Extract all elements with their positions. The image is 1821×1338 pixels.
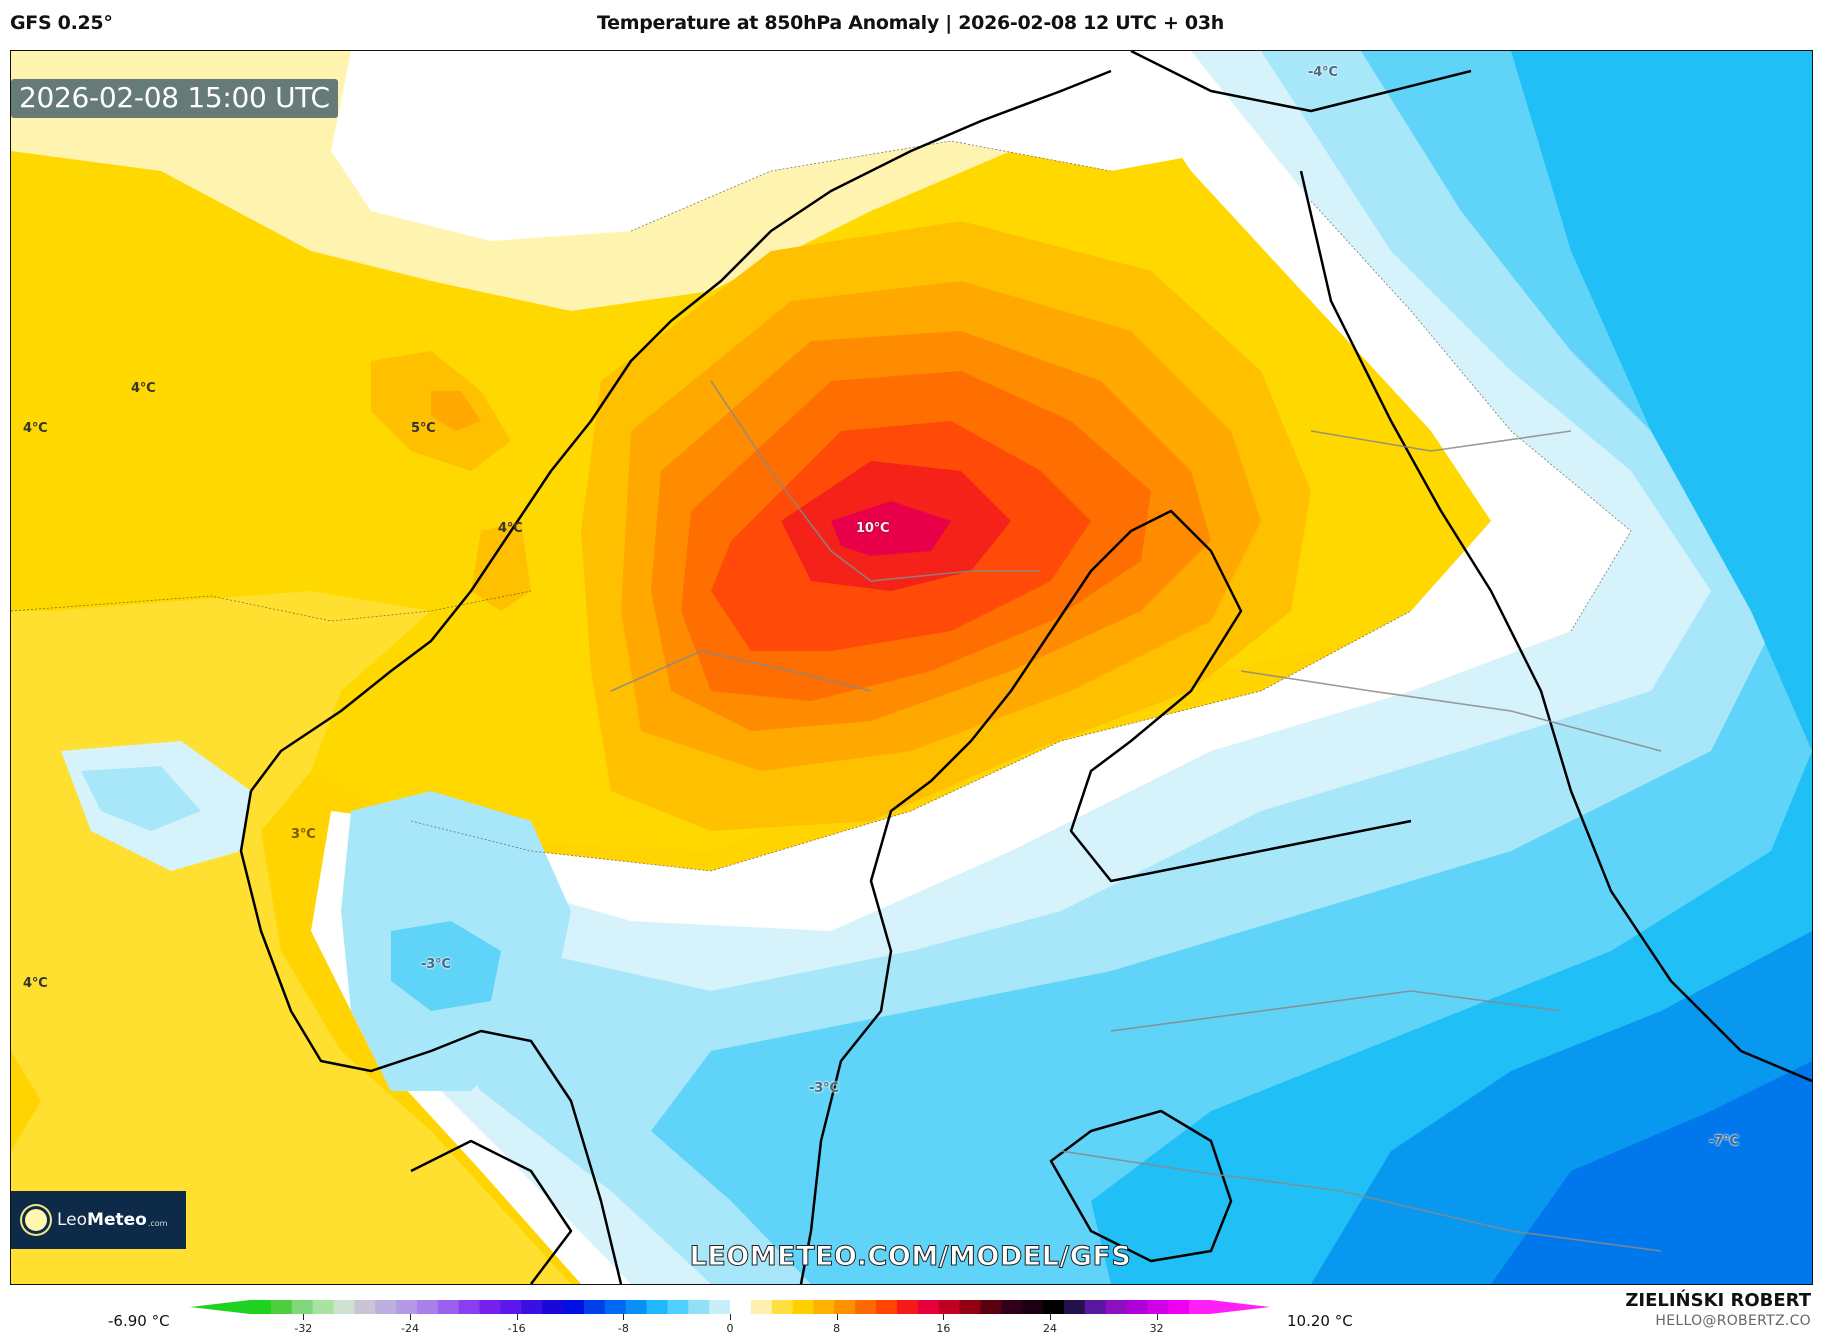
author-email: HELLO@ROBERTZ.CO [1655,1313,1811,1329]
tick-mark [836,1314,838,1320]
contour-label: 4°C [131,381,156,396]
contour-label: -7°C [1709,1134,1739,1149]
legend-max-value: 10.20 °C [1287,1312,1353,1330]
tick-label: 16 [936,1322,951,1335]
tick-label: -24 [401,1322,419,1335]
contour-label: 4°C [23,976,48,991]
tick-mark [730,1314,731,1320]
tick-label: -32 [294,1322,313,1335]
logo-text-com: .com [147,1218,168,1228]
sun-icon [25,1209,47,1231]
contour-label: 4°C [498,521,523,536]
colorbar [190,1300,1270,1314]
tick-mark [1156,1314,1158,1320]
leometeo-logo[interactable]: Leo Meteo .com [11,1191,186,1249]
tick-label: 24 [1043,1322,1057,1335]
tick-mark [623,1314,625,1320]
tick-label: 8 [833,1322,841,1335]
contour-label: -3°C [809,1081,839,1096]
tick-mark [1050,1314,1051,1320]
contour-label: 3°C [291,827,316,842]
chart-title: Temperature at 850hPa Anomaly | 2026-02-… [597,12,1224,34]
map-field [11,51,1812,1284]
colorbar-ticks: -32 -24 -16 -8 0 8 16 24 32 [190,1314,1270,1338]
tick-mark [516,1314,518,1320]
logo-text-leo: Leo [57,1210,88,1230]
contour-label: -3°C [421,957,451,972]
contour-label: 5°C [411,421,436,436]
tick-mark [410,1314,411,1320]
contour-label: 4°C [23,421,48,436]
author-name: ZIELIŃSKI ROBERT [1625,1290,1811,1311]
temperature-anomaly-map[interactable]: 2026-02-08 15:00 UTC 4°C 4°C 5°C 4°C 10°… [10,50,1813,1285]
tick-label: -16 [507,1322,526,1335]
tick-mark [303,1314,305,1320]
tick-mark [943,1314,945,1320]
tick-label: 0 [726,1322,734,1335]
logo-text-meteo: Meteo [87,1210,147,1230]
watermark-url: LEOMETEO.COM/MODEL/GFS [689,1241,1132,1273]
contour-label: -4°C [1308,65,1338,80]
legend-min-value: -6.90 °C [108,1312,170,1330]
contour-label: 10°C [856,521,890,536]
tick-label: -8 [617,1322,629,1335]
tick-label: 32 [1149,1322,1164,1335]
model-name: GFS 0.25° [10,12,113,34]
credits: ZIELIŃSKI ROBERT HELLO@ROBERTZ.CO [1625,1290,1811,1329]
valid-time-badge: 2026-02-08 15:00 UTC [11,79,338,118]
